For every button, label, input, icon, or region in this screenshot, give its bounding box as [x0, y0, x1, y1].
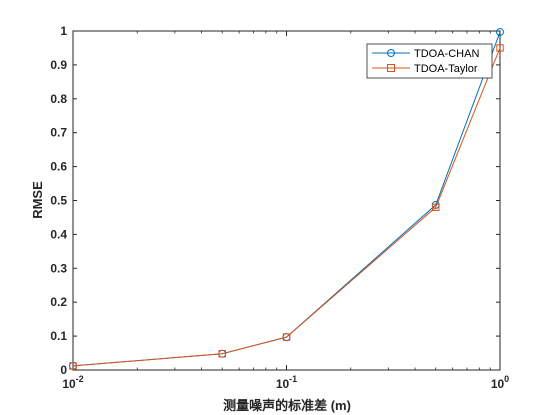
y-tick-label: 0.8: [50, 92, 67, 106]
y-tick-label: 0.7: [50, 126, 67, 140]
x-tick-label: 10-1: [276, 374, 297, 391]
y-tick-label: 0.3: [50, 261, 67, 275]
y-tick-label: 0.6: [50, 160, 67, 174]
legend-marker-tdoa-taylor: [387, 64, 395, 72]
y-tick-label: 0.2: [50, 295, 67, 309]
data-point-tdoa-chan: [496, 28, 504, 37]
y-tick-label: 0: [60, 363, 67, 377]
series-layer: [69, 28, 504, 370]
legend: TDOA-CHAN TDOA-Taylor: [366, 43, 493, 79]
y-tick-label: 0.4: [50, 227, 67, 241]
y-tick-label: 1: [60, 24, 67, 38]
legend-label-tdoa-taylor: TDOA-Taylor: [414, 63, 478, 75]
x-axis-title: 测量噪声的标准差 (m): [223, 398, 351, 413]
y-tick-label: 0.5: [50, 194, 67, 208]
plot-area: [72, 30, 501, 371]
data-point-tdoa-taylor: [69, 362, 77, 370]
y-tick-label: 0.9: [50, 58, 67, 72]
x-tick-label: 10-2: [62, 374, 83, 391]
data-point-tdoa-taylor: [282, 333, 291, 341]
data-point-tdoa-taylor: [218, 350, 226, 358]
axis-ticks: 0 0.1 0.2 0.3 0.4 0.5 0.6 0.7 0.8 0.9 1 10-2 10-1 100: [50, 24, 509, 391]
legend-box: [366, 43, 493, 79]
legend-marker-tdoa-chan: [387, 49, 395, 57]
data-point-tdoa-taylor: [496, 44, 504, 52]
y-axis-title: RMSE: [30, 181, 45, 219]
legend-label-tdoa-chan: TDOA-CHAN: [414, 48, 479, 60]
data-point-tdoa-taylor: [432, 203, 440, 211]
x-tick-label: 100: [491, 374, 509, 391]
y-tick-label: 0.1: [50, 329, 67, 343]
series-line-tdoa-taylor: [72, 47, 501, 367]
